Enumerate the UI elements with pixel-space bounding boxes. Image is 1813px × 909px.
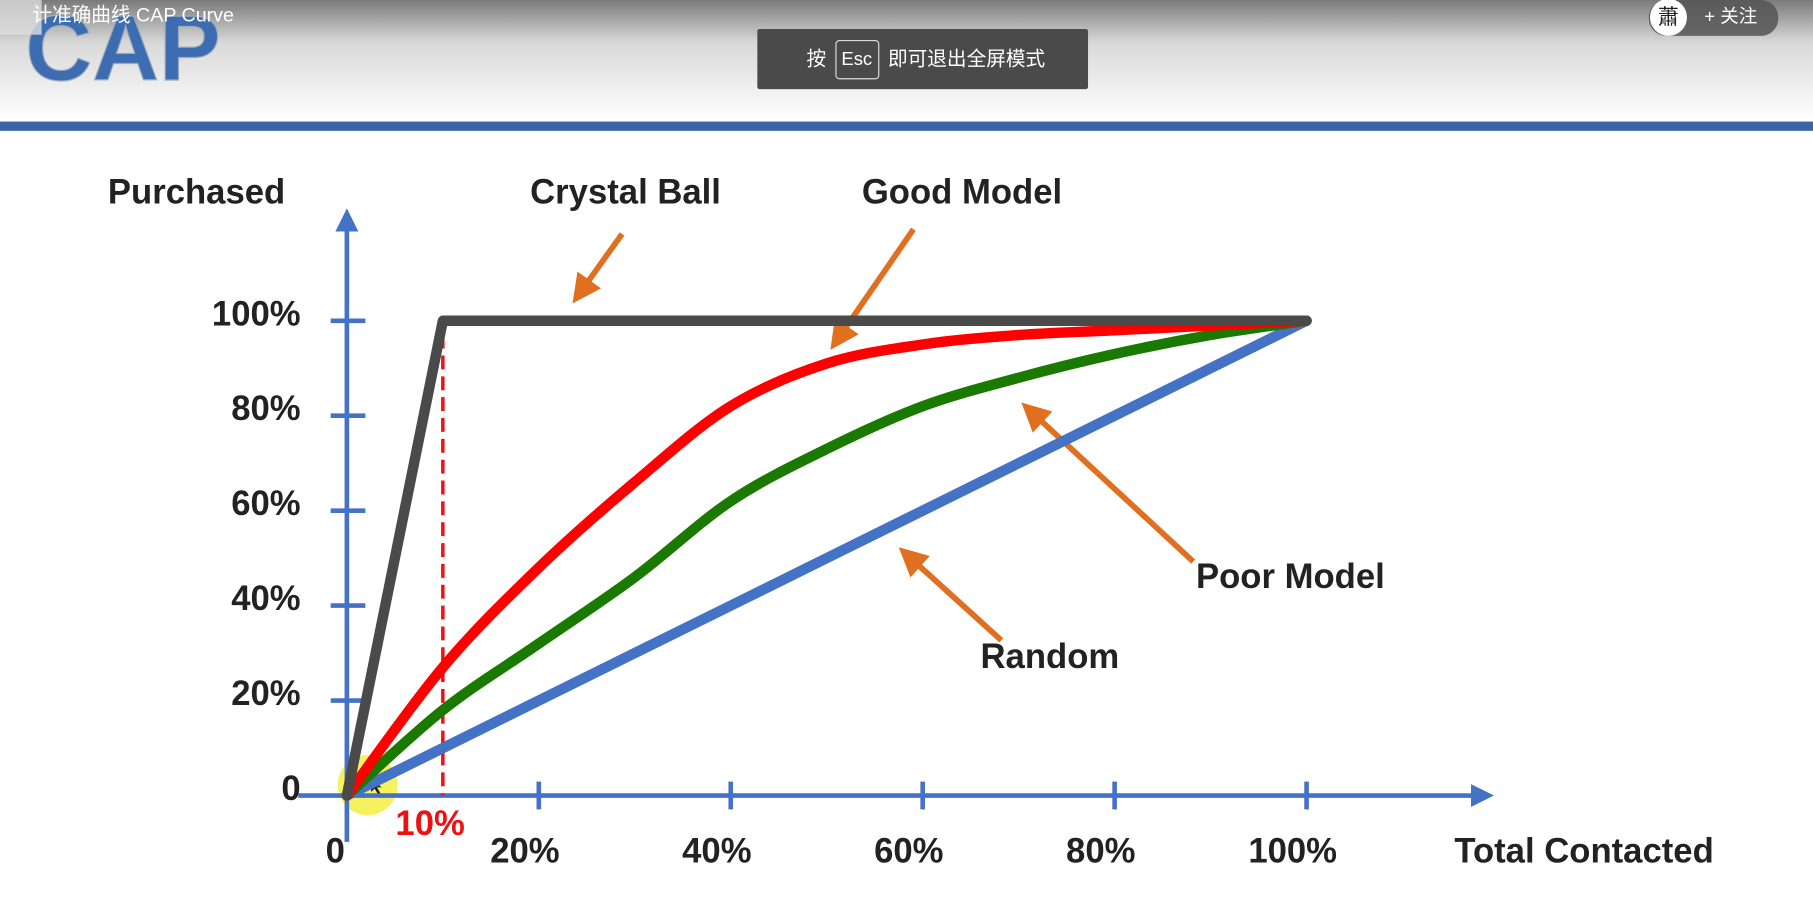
y-tick-label: 20%: [231, 675, 300, 713]
x-axis-label: Total Contacted: [1454, 833, 1713, 871]
x-tick-label: 20%: [490, 833, 559, 871]
plot: 0 20% 40% 60% 80% 100% 0 20% 40% 60% 80% 100% 10%: [212, 208, 1494, 871]
arrow: [898, 547, 1004, 643]
series-line: [341, 315, 1312, 801]
x-tick-label: 0: [326, 833, 345, 871]
arrow: [1021, 402, 1196, 564]
avatar[interactable]: [1649, 0, 1687, 36]
arrow: [830, 227, 916, 350]
series-annotation: Random: [981, 638, 1120, 676]
x-tick-label: 40%: [682, 833, 751, 871]
series-line: [341, 315, 1312, 801]
window-title: 计准确曲线 CAP Curve: [32, 4, 234, 26]
x-tick-label: 80%: [1066, 833, 1135, 871]
toast: [757, 28, 1089, 90]
marker-label: 10%: [395, 805, 464, 843]
x-tick-label: 60%: [874, 833, 943, 871]
arrow: [572, 232, 625, 304]
avatar-text: 蕭: [1658, 6, 1679, 29]
y-tick-label: 0: [281, 770, 300, 808]
y-tick-label: 80%: [231, 390, 300, 428]
series-annotation: Poor Model: [1196, 558, 1385, 596]
x-tick-label: 100%: [1248, 833, 1337, 871]
y-tick-label: 100%: [212, 295, 301, 333]
toast-key: Esc: [841, 48, 872, 69]
y-tick-label: 60%: [231, 485, 300, 523]
series-annotation: Good Model: [862, 174, 1062, 212]
window-icon[interactable]: [0, 0, 42, 35]
series-annotation: Crystal Ball: [530, 174, 721, 212]
series-line: [341, 315, 1312, 801]
y-axis-label: Purchased: [108, 174, 285, 212]
follow-button[interactable]: + 关注: [1704, 5, 1757, 26]
y-tick-label: 40%: [231, 580, 300, 618]
header-rule: [0, 121, 1813, 131]
series-line: [341, 315, 1312, 801]
key-box: [835, 39, 880, 80]
logo: CAP: [25, 0, 220, 100]
arrows: [572, 227, 1196, 643]
toast-prefix: 按: [806, 48, 826, 70]
toast-message: 即可退出全屏模式: [888, 48, 1045, 70]
